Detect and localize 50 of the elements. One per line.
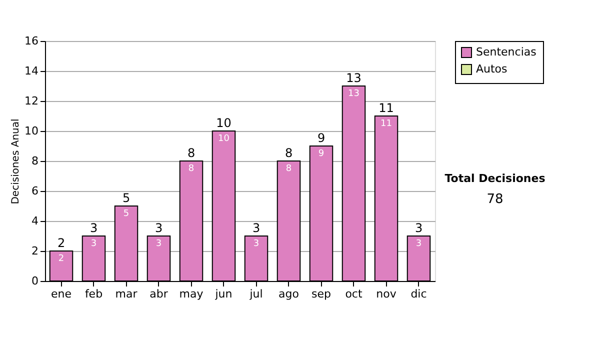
y-tick-label: 16: [24, 34, 38, 48]
total-label: 9: [317, 131, 326, 145]
total-label: 3: [90, 221, 98, 235]
total-label: 8: [187, 146, 196, 160]
legend-label: Autos: [476, 62, 508, 76]
x-tick-label: nov: [376, 288, 397, 300]
total-label: 13: [346, 71, 362, 85]
data-label: 8: [286, 164, 292, 174]
data-label: 10: [218, 134, 230, 144]
x-tick-label: jul: [248, 288, 263, 300]
total-label: 2: [57, 236, 66, 250]
x-tick-label: jun: [214, 288, 232, 300]
data-label: 11: [380, 119, 392, 129]
x-tick-label: ene: [50, 288, 72, 300]
y-tick-label: 2: [32, 244, 38, 258]
x-tick-label: mar: [115, 288, 138, 300]
data-label: 3: [416, 239, 422, 249]
y-tick-label: 6: [32, 184, 38, 198]
total-label: 5: [122, 191, 130, 205]
x-tick-label: may: [179, 288, 204, 300]
data-label: 3: [156, 239, 162, 249]
text: 78: [486, 192, 504, 207]
y-tick-label: 8: [32, 154, 38, 168]
y-tick-label: 12: [24, 94, 38, 108]
data-label: 3: [90, 239, 97, 249]
text: Total Decisiones: [444, 172, 546, 185]
data-label: 8: [188, 164, 194, 174]
x-tick-label: oct: [345, 288, 363, 300]
x-tick-label: sep: [312, 288, 332, 300]
data-label: 5: [123, 209, 130, 219]
total-label: 3: [154, 221, 163, 235]
legend-label: Sentencias: [476, 46, 537, 58]
x-tick-label: ago: [278, 288, 300, 300]
total-label: 10: [216, 116, 232, 130]
data-label: 9: [318, 149, 324, 159]
x-tick-label: dic: [410, 288, 427, 300]
total-label: 8: [284, 146, 293, 160]
x-tick-label: feb: [84, 288, 103, 300]
total-label: 3: [414, 221, 423, 235]
data-label: 2: [58, 254, 64, 264]
y-tick-label: 0: [32, 274, 38, 288]
x-tick-label: abr: [150, 288, 168, 300]
total-label: 3: [252, 221, 260, 235]
y-tick-label: 14: [24, 64, 38, 78]
y-tick-label: 10: [24, 124, 38, 138]
y-tick-label: 4: [32, 214, 38, 228]
total-label: 11: [378, 101, 394, 115]
data-label: 13: [348, 89, 360, 99]
data-label: 3: [253, 239, 260, 249]
y-axis-title: Decisiones Anual: [10, 118, 22, 204]
